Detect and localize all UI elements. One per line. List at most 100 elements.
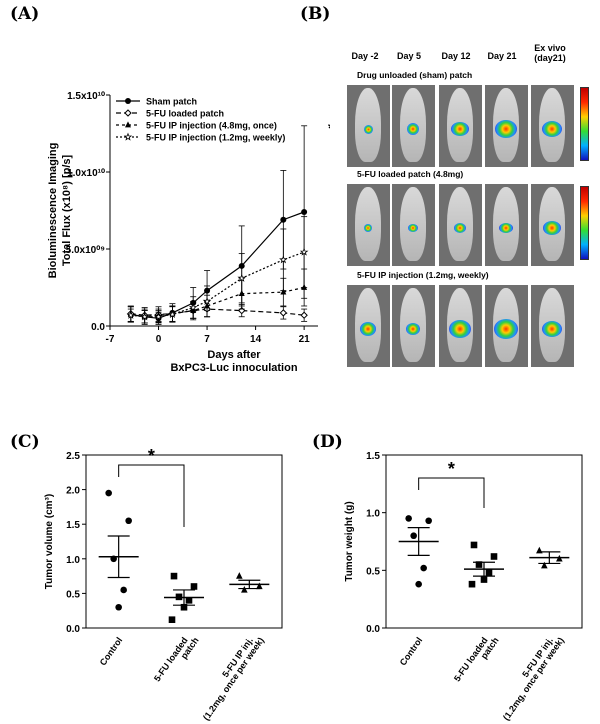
data-point (280, 216, 287, 223)
legend-marker (125, 121, 131, 128)
mouse-image (531, 285, 574, 367)
mouse-image (392, 184, 435, 266)
y-tick-label: 1.0 (66, 555, 80, 566)
data-point (115, 603, 122, 611)
bioluminescence-signal (454, 223, 466, 233)
row-title: 5-FU loaded patch (4.8mg) (357, 169, 464, 179)
row-title: Drug unloaded (sham) patch (357, 70, 473, 80)
data-point (237, 273, 247, 282)
mouse-image (439, 285, 482, 367)
data-point (256, 582, 263, 590)
data-point (490, 553, 498, 560)
legend-marker (124, 109, 132, 117)
data-point (279, 309, 288, 317)
significance-bracket (118, 464, 185, 527)
legend-label: Sham patch (146, 97, 197, 107)
category-label: (1.2mg, once per week) (501, 635, 566, 722)
data-point (480, 576, 488, 583)
x-tick-label: 14 (250, 334, 262, 345)
bioluminescence-signal (494, 319, 518, 339)
chart-c: 0.0 0.5 1.0 1.5 2.0 2.5 Tumor volume (cm³) Cont… (44, 446, 283, 722)
data-point (485, 569, 493, 576)
y-tick-label: 1.0 (366, 509, 380, 520)
data-point (185, 597, 193, 604)
y-tick-label: 5.0x10⁰⁹ (66, 245, 106, 256)
data-point (105, 489, 112, 497)
day-label: Day 5 (396, 51, 422, 61)
data-point (541, 561, 548, 569)
y-axis-label: Total Flux (x10⁸) [p/s] (61, 154, 73, 266)
significance-marker: * (148, 446, 155, 466)
data-point (120, 586, 127, 594)
group-2 (529, 546, 570, 569)
data-point (126, 310, 136, 319)
series-3 (126, 216, 309, 324)
series-2 (127, 268, 308, 324)
bioluminescence-signal (499, 223, 513, 233)
mouse-image (439, 184, 482, 266)
data-point (180, 603, 188, 611)
color-scale-bar (580, 87, 589, 161)
group-1 (164, 572, 204, 623)
data-point (202, 296, 212, 305)
bioluminescence-signal (449, 320, 471, 338)
y-axis-label: Tumor weight (g) (344, 501, 355, 581)
y-tick-label: 0.0 (366, 624, 380, 635)
day-label: Day 21 (487, 51, 517, 61)
day-label: Ex vivo (day21) (534, 43, 566, 63)
mouse-image (485, 85, 528, 167)
chart-a: 0.0 5.0x10⁰⁹ 1.0x10¹⁰ 1.5x10¹⁰ -7 0 7 14 21 Biolu… (47, 91, 330, 374)
plot-frame (85, 454, 283, 629)
legend-marker (125, 98, 131, 104)
y-axis-label: Tumor volume (cm³) (44, 494, 55, 589)
y-tick-label: 1.5 (66, 520, 80, 531)
color-scale-bar (580, 186, 589, 260)
data-point (168, 616, 176, 623)
bioluminescence-signal (542, 321, 562, 337)
x-tick-label: 21 (299, 334, 311, 345)
group-0 (98, 489, 139, 611)
significance-marker: * (328, 120, 330, 137)
mouse-image (347, 285, 390, 367)
data-point (170, 572, 178, 580)
series-line (130, 286, 305, 318)
panel-label-c: (C) (10, 432, 40, 452)
y-tick-label: 0.0 (91, 322, 105, 333)
mouse-image (347, 184, 390, 266)
row-title: 5-FU IP injection (1.2mg, weekly) (357, 270, 489, 280)
data-point (300, 311, 308, 319)
data-point (301, 209, 308, 216)
panel-label-a: (A) (10, 4, 40, 24)
data-point (425, 517, 432, 525)
series-0 (127, 125, 308, 325)
x-tick-label: 0 (156, 334, 162, 345)
y-tick-label: 1.5 (366, 451, 380, 462)
series-line (130, 211, 305, 319)
data-point (236, 572, 243, 579)
y-axis-label: Bioluminescence Imaging (47, 143, 59, 279)
legend-label: 5-FU IP injection (1.2mg, weekly) (146, 133, 285, 143)
data-point (420, 564, 427, 572)
bioluminescence-signal (543, 221, 561, 235)
y-tick-label: 0.5 (366, 566, 380, 577)
data-point (280, 288, 287, 295)
bioluminescence-signal (407, 123, 419, 135)
category-label: Control (398, 635, 425, 667)
y-tick-label: 2.0 (66, 486, 80, 497)
bioluminescence-signal (542, 121, 562, 137)
y-tick-label: 0.0 (66, 624, 80, 635)
data-point (279, 255, 288, 264)
data-point (470, 541, 478, 549)
mouse-image (392, 85, 435, 167)
panel-label-d: (D) (312, 432, 343, 452)
plot-frame (385, 454, 583, 629)
data-point (190, 583, 198, 590)
mouse-image (485, 285, 528, 367)
data-point (241, 585, 248, 593)
legend-label: 5-FU IP injection (4.8mg, once) (146, 121, 277, 131)
data-point (168, 309, 177, 319)
group-2 (229, 572, 270, 593)
mouse-image (347, 85, 390, 167)
bioluminescence-signal (406, 323, 420, 335)
mouse-image (485, 184, 528, 266)
